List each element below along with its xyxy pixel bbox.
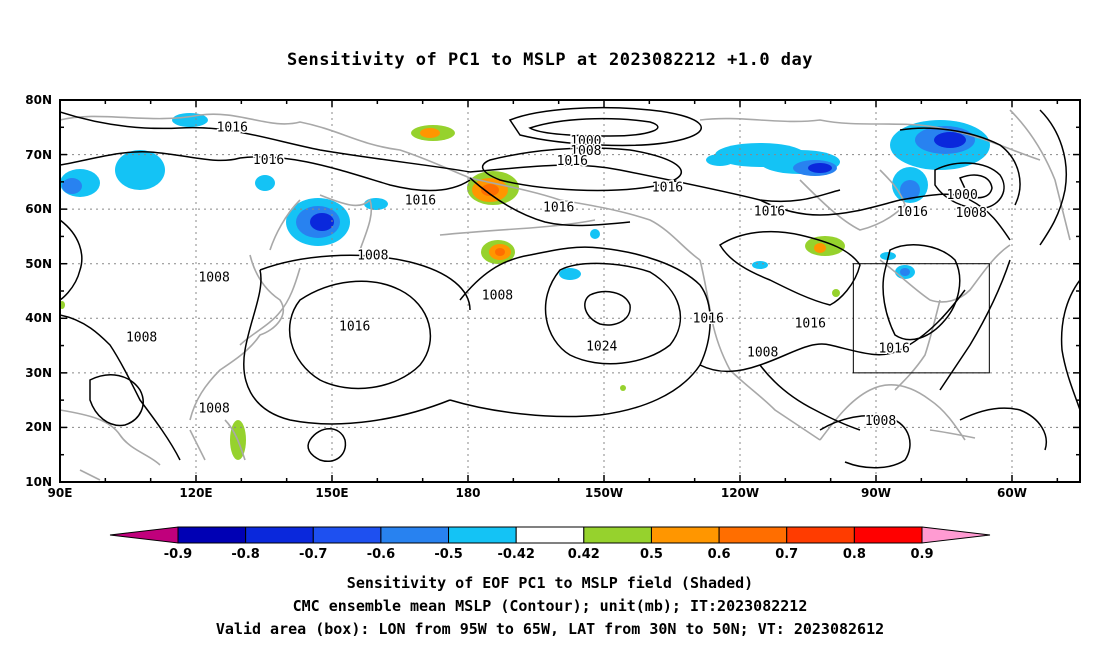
lat-label: 80N [25, 93, 52, 107]
colorbar-label: 0.9 [910, 547, 933, 562]
lat-label: 10N [25, 475, 52, 489]
lat-label: 60N [25, 202, 52, 216]
colorbar-swatch [312, 526, 382, 544]
lat-label: 40N [25, 311, 52, 325]
contour-label: 1000 [570, 134, 601, 149]
footer-line-3: Valid area (box): LON from 95W to 65W, L… [215, 620, 885, 638]
colorbar-label: -0.7 [299, 547, 327, 562]
contour-label: 1016 [878, 341, 909, 356]
lat-label: 20N [25, 420, 52, 434]
colorbar-swatch [718, 526, 788, 544]
colorbar-label: -0.42 [497, 547, 534, 562]
colorbar-swatch [786, 526, 855, 544]
contour-label: 1008 [198, 401, 229, 416]
contour-label: 1016 [897, 205, 928, 220]
lon-label: 60W [997, 486, 1027, 500]
contour-label: 1008 [198, 270, 229, 285]
colorbar-label: -0.9 [164, 547, 192, 562]
colorbar-swatch [245, 526, 314, 544]
lon-label: 90E [48, 486, 73, 500]
lon-label: 120W [721, 486, 759, 500]
contour-label: 1016 [652, 180, 683, 195]
colorbar-swatch [583, 526, 652, 544]
colorbar-label: 0.42 [568, 547, 600, 562]
colorbar-label: 0.7 [775, 547, 798, 562]
colorbar-swatch [650, 526, 720, 544]
colorbar-label: 0.6 [708, 547, 731, 562]
lon-label: 150E [315, 486, 348, 500]
contour-label: 1016 [795, 317, 826, 332]
colorbar-label: -0.6 [367, 547, 395, 562]
contour-label: 1008 [126, 330, 157, 345]
lat-label: 30N [25, 366, 52, 380]
lon-label: 90W [861, 486, 891, 500]
colorbar-label: 0.5 [640, 547, 663, 562]
contour-label: 1016 [557, 154, 588, 169]
contour-label: 1008 [482, 288, 513, 303]
contour-label: 1016 [253, 153, 284, 168]
contour-label: 1016 [405, 193, 436, 208]
colorbar-swatch [448, 526, 517, 544]
lat-label: 50N [25, 257, 52, 271]
contour-label: 1008 [865, 414, 896, 429]
contour-label: 1016 [693, 311, 724, 326]
contour-label: 1016 [339, 319, 370, 334]
colorbar-swatch [380, 526, 450, 544]
footer-line-2: CMC ensemble mean MSLP (Contour); unit(m… [292, 597, 808, 615]
lat-label: 70N [25, 148, 52, 162]
map-title: Sensitivity of PC1 to MSLP at 2023082212… [286, 50, 813, 70]
contour-label: 1024 [586, 340, 617, 355]
mslp-contours [60, 106, 1080, 469]
colorbar-label: 0.8 [843, 547, 866, 562]
colorbar-low-arrow [109, 526, 179, 544]
contour-label: 1016 [543, 201, 574, 216]
contour-label: 1016 [217, 120, 248, 135]
valid-area-box [852, 263, 990, 374]
contour-label: 1016 [754, 204, 785, 219]
colorbar-swatch [515, 526, 585, 544]
lon-label: 150W [585, 486, 623, 500]
colorbar-label: -0.5 [434, 547, 462, 562]
contour-label: 1008 [747, 346, 778, 361]
colorbar-label: -0.8 [231, 547, 259, 562]
longitude-labels: 90E 120E 150E 180 150W 120W 90W 60W [48, 486, 1027, 500]
colorbar-swatch [853, 526, 923, 544]
footer-line-1: Sensitivity of EOF PC1 to MSLP field (Sh… [346, 574, 754, 592]
contour-label: 1008 [357, 249, 388, 264]
lon-label: 180 [455, 486, 480, 500]
lon-label: 120E [179, 486, 212, 500]
colorbar: -0.9 -0.8 -0.7 -0.6 -0.5 -0.42 0.42 0.5 0.6 0.7 0.… [109, 526, 991, 562]
latitude-labels: 80N 70N 60N 50N 40N 30N 20N 10N [25, 93, 52, 489]
contour-label: 1008 [570, 144, 601, 159]
colorbar-high-arrow [921, 526, 991, 544]
colorbar-swatch [177, 526, 247, 544]
contour-label: 1000 [946, 188, 977, 203]
lat-lon-grid [60, 100, 1080, 482]
contour-label: 1008 [956, 206, 987, 221]
